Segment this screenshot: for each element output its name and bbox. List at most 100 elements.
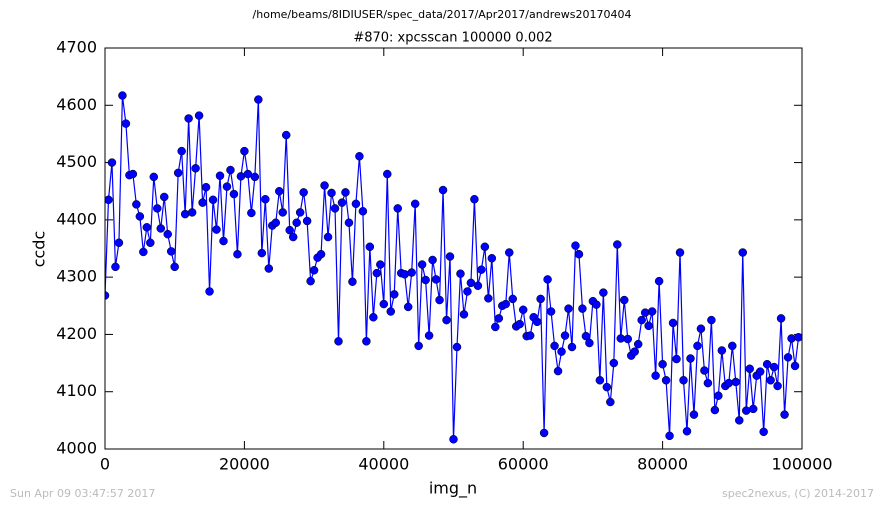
data-point <box>532 317 542 327</box>
data-point <box>637 315 646 325</box>
data-point <box>592 300 601 309</box>
data-point <box>114 238 124 248</box>
data-point <box>166 247 176 256</box>
data-point <box>581 331 591 341</box>
data-point <box>696 324 706 333</box>
data-point <box>170 262 179 272</box>
data-point <box>323 232 333 242</box>
y-tick-label: 4600 <box>56 95 97 114</box>
data-point <box>428 255 437 265</box>
y-axis-label: ccdc <box>30 231 49 268</box>
data-point <box>410 199 420 209</box>
data-point <box>567 342 577 352</box>
data-point <box>560 331 570 340</box>
data-point <box>766 376 775 385</box>
data-point <box>337 198 347 207</box>
data-point <box>261 194 270 204</box>
data-point <box>689 410 699 419</box>
data-point <box>383 169 392 179</box>
data-point <box>553 366 563 376</box>
data-point <box>264 264 274 273</box>
data-point <box>435 295 444 305</box>
data-point <box>295 208 305 217</box>
data-point <box>647 307 657 316</box>
x-tick-label: 40000 <box>358 455 409 474</box>
data-point <box>376 260 385 269</box>
data-point <box>421 275 430 285</box>
data-point <box>644 321 653 331</box>
data-point <box>198 198 207 207</box>
data-point <box>668 318 678 328</box>
data-point <box>735 416 744 425</box>
data-point <box>407 268 416 277</box>
x-tick-label: 0 <box>100 455 110 474</box>
x-tick-label: 80000 <box>637 455 688 474</box>
data-point <box>487 253 497 263</box>
data-point <box>700 366 709 375</box>
data-point <box>477 265 486 274</box>
data-point <box>574 249 584 259</box>
data-point <box>613 240 622 249</box>
data-point <box>606 397 615 407</box>
data-point <box>187 208 197 217</box>
data-point <box>790 361 800 371</box>
data-point <box>292 218 301 227</box>
data-point <box>180 209 190 219</box>
data-point <box>773 381 782 391</box>
data-point <box>128 169 138 179</box>
data-point <box>219 236 228 246</box>
chart-title: #870: xpcsscan 100000 0.002 <box>353 31 552 46</box>
data-point <box>135 212 145 221</box>
data-point <box>710 405 720 415</box>
data-point <box>285 225 294 235</box>
data-point <box>794 333 802 342</box>
data-point <box>651 371 660 380</box>
data-point <box>275 186 284 196</box>
data-point <box>306 276 315 286</box>
data-point <box>226 165 235 175</box>
data-point <box>748 404 758 414</box>
data-point <box>787 334 796 343</box>
footer-right: spec2nexus, (C) 2014-2017 <box>722 487 874 500</box>
data-point <box>703 378 713 388</box>
data-point <box>491 322 500 332</box>
data-point <box>675 248 685 257</box>
data-point <box>571 241 580 250</box>
data-point <box>316 249 326 259</box>
data-point <box>344 218 354 227</box>
data-point <box>459 310 469 319</box>
data-point <box>348 277 357 286</box>
data-point <box>142 223 152 232</box>
data-point <box>738 248 748 257</box>
header: /home/beams/8IDIUSER/spec_data/2017/Apr2… <box>253 8 632 21</box>
data-point <box>470 194 479 204</box>
data-point <box>463 287 472 296</box>
y-tick-label: 4200 <box>56 324 97 343</box>
y-tick-label: 4700 <box>56 38 97 57</box>
data-point <box>400 270 409 279</box>
data-point <box>546 307 556 316</box>
x-tick-label: 60000 <box>498 455 549 474</box>
data-point <box>341 188 350 197</box>
data-point <box>693 341 702 351</box>
y-tick-label: 4300 <box>56 267 97 286</box>
data-point <box>208 195 218 205</box>
data-point <box>355 152 364 161</box>
data-point <box>417 260 427 269</box>
data-point <box>320 181 329 190</box>
data-point <box>661 376 671 385</box>
data-point <box>191 164 200 173</box>
data-point <box>633 339 643 349</box>
data-point <box>679 376 688 385</box>
y-tick-label: 4100 <box>56 381 97 400</box>
data-point <box>505 248 514 257</box>
y-tick-label: 4000 <box>56 439 97 458</box>
data-point <box>105 291 110 300</box>
data-point <box>518 305 528 315</box>
data-point <box>271 218 281 227</box>
data-point <box>229 189 239 199</box>
data-point <box>194 111 204 120</box>
data-line <box>105 95 800 440</box>
data-point <box>247 208 256 218</box>
data-point <box>365 242 375 252</box>
